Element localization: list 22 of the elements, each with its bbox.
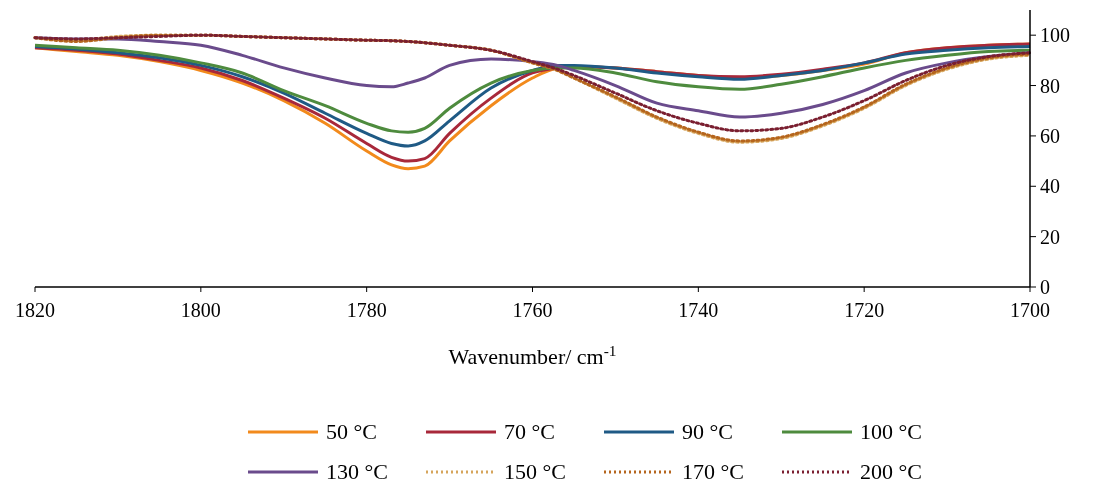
- legend-label: 100 °C: [860, 419, 922, 444]
- x-tick-label: 1780: [346, 299, 387, 321]
- y-tick-label: 40: [1040, 175, 1060, 198]
- x-tick-label: 1760: [512, 299, 553, 321]
- y-tick-label: 0: [1040, 276, 1050, 298]
- legend-label: 90 °C: [682, 419, 733, 444]
- x-tick-label: 1800: [180, 299, 221, 321]
- legend-label: 130 °C: [326, 459, 388, 484]
- y-tick-label: 80: [1040, 74, 1060, 97]
- legend-label: 70 °C: [504, 419, 555, 444]
- y-tick-label: 60: [1040, 124, 1060, 147]
- legend-label: 200 °C: [860, 459, 922, 484]
- x-tick-label: 1740: [678, 299, 719, 321]
- y-tick-label: 100: [1040, 24, 1070, 47]
- legend-label: 150 °C: [504, 459, 566, 484]
- x-tick-label: 1700: [1010, 299, 1050, 321]
- legend-label: 50 °C: [326, 419, 377, 444]
- x-tick-label: 1820: [15, 299, 55, 321]
- legend-label: 170 °C: [682, 459, 744, 484]
- x-tick-label: 1720: [844, 299, 885, 321]
- y-tick-label: 20: [1040, 225, 1060, 248]
- x-axis-title: Wavenumber/ cm$^{-1}$: [448, 341, 617, 369]
